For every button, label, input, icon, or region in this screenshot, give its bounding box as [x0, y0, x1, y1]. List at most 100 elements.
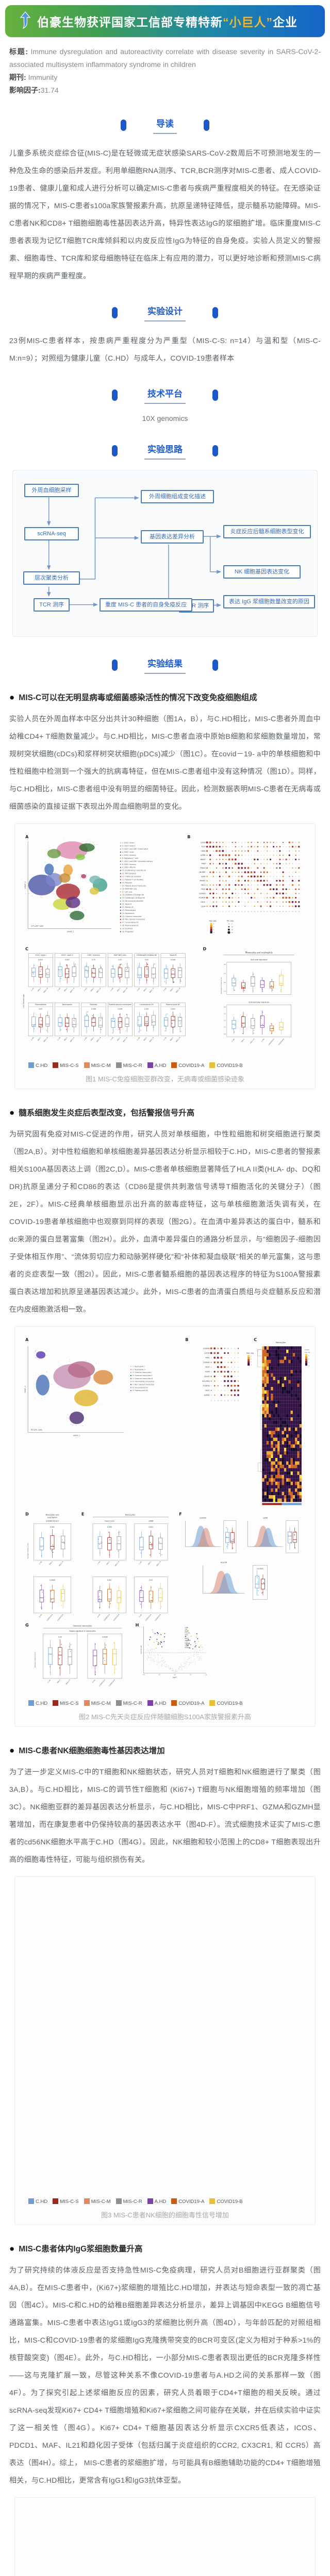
figure-2-image[interactable]: A 47,251 cells UMAP_1 UMAP_2 1: Neutrophils … — [20, 1333, 310, 1697]
section-header-intro: 导读 — [0, 116, 330, 134]
legend-item: MIS-C-R — [116, 2198, 142, 2205]
svg-text:MIS-C: MIS-C — [117, 987, 121, 992]
svg-text:CD56brightCD16low NK: CD56brightCD16low NK — [137, 954, 157, 956]
svg-text:29: Erythroid: 29: Erythroid — [122, 928, 133, 930]
section-title: 导读 — [153, 116, 177, 134]
section-header-design: 实验设计 — [0, 304, 330, 321]
svg-text:IGHD: IGHD — [201, 875, 206, 877]
legend-item: MIS-C-R — [116, 1062, 142, 1069]
svg-text:D: D — [203, 947, 207, 952]
svg-text:25: 25 — [283, 911, 284, 912]
svg-text:MIS-C-R: MIS-C-R — [250, 1038, 255, 1044]
promo-banner[interactable]: 伯豪生物获评国家工信部专精特新“小巨人”企业 — [5, 5, 325, 37]
decoration-pill — [121, 120, 126, 131]
svg-text:FCGR3B: FCGR3B — [185, 1643, 189, 1645]
svg-text:CD1C: CD1C — [201, 901, 206, 903]
svg-text:5: 5 — [224, 1400, 225, 1402]
svg-text:MIS-C-R: MIS-C-R — [96, 987, 102, 993]
svg-text:COVID19-B: COVID19-B — [108, 1679, 116, 1687]
flow-node-composition: 外周细胞组成变化描述 — [141, 490, 214, 503]
decoration-pill — [212, 445, 218, 456]
svg-text:26: Non classical monocytes: 26: Non classical monocytes — [122, 919, 145, 921]
svg-text:CD3D: CD3D — [201, 841, 206, 843]
intro-paragraph: 儿童多系统炎症综合征(MIS-C)是在轻微或无症状感染SARS-CoV-2数周后… — [9, 149, 321, 280]
svg-text:G: G — [25, 1623, 29, 1628]
legend-item: MIS-C-M — [84, 1062, 111, 1069]
svg-text:MIS-C: MIS-C — [170, 987, 174, 992]
result-heading-2: ● 髓系细胞发生炎症后表型改变，包括警报信号升高 — [9, 1107, 195, 1118]
svg-text:-log10(p.adj): -log10(p.adj) — [140, 1646, 142, 1654]
svg-text:50: 50 — [232, 929, 234, 931]
svg-text:25: 25 — [232, 926, 234, 928]
svg-text:Average module score: Average module score — [27, 1543, 29, 1559]
flow-node-scrna: scRNA-seq — [24, 527, 79, 540]
svg-text:27: Conventional DC: 27: Conventional DC — [122, 922, 139, 924]
svg-text:MIS-C: MIS-C — [49, 1561, 54, 1565]
flow-node-nk: NK 细胞基因表达变化 — [223, 565, 301, 579]
svg-text:H: H — [136, 1623, 139, 1628]
legend-item: COVID19-B — [209, 1700, 243, 1706]
legend-item: COVID19-A — [171, 1062, 204, 1069]
svg-text:C.HD: C.HD — [84, 987, 88, 992]
figure-1: A 271,267 cells UMAP_1 UMAP_2 1: CD4+ naive … — [14, 823, 316, 1090]
svg-text:B: B — [187, 835, 190, 839]
svg-text:25: Classical monocytes: 25: Classical monocytes — [122, 916, 142, 918]
svg-text:S100A8: S100A8 — [203, 1348, 209, 1350]
svg-text:21: 21 — [270, 911, 271, 912]
svg-text:Conventional DC: Conventional DC — [139, 1004, 154, 1006]
bullet-icon: ● — [9, 2243, 15, 2253]
svg-text:26: 26 — [286, 911, 287, 912]
svg-text:2: 2 — [251, 1355, 252, 1357]
svg-text:CD14: CD14 — [201, 888, 206, 890]
svg-text:0.03: 0.03 — [58, 1636, 62, 1638]
svg-text:9: 9 — [232, 911, 233, 912]
svg-text:HP: HP — [185, 1636, 187, 1638]
svg-text:UMAP_2: UMAP_2 — [24, 1386, 26, 1393]
svg-text:47,251 cells: 47,251 cells — [31, 1429, 42, 1431]
design-paragraph: 23例MIS-C患者样本，按患病严重程度分为严重型（MIS-C-S: n=14）… — [9, 336, 321, 362]
legend-item: COVID19-B — [209, 1062, 243, 1069]
svg-text:CD163: CD163 — [204, 1376, 210, 1378]
result-paragraph-4: 为了研究持续的体液反应是否支持急性MIS-C免疫病理，研究人员对B细胞进行亚群聚… — [9, 2266, 321, 2485]
svg-text:REG3A: REG3A — [185, 1638, 189, 1639]
svg-text:0.35: 0.35 — [92, 959, 95, 961]
figure-3-caption: 图3 MIS-C患者NK细胞的细胞毒性信号增加 — [101, 2211, 229, 2219]
svg-text:19: CD56bright CD16low NK: 19: CD56bright CD16low NK — [122, 897, 145, 899]
legend-item: MIS-C-S — [53, 1700, 79, 1706]
svg-text:MIS-C-R: MIS-C-R — [123, 987, 128, 993]
svg-text:Average module score: Average module score — [34, 1652, 36, 1668]
svg-text:Cell Percentage: Cell Percentage — [23, 994, 25, 1008]
svg-text:COVID19-A: COVID19-A — [46, 1613, 53, 1621]
svg-text:MIS-C-R: MIS-C-R — [175, 987, 181, 993]
svg-text:5: CD4+ memory: 5: CD4+ memory — [122, 854, 136, 856]
bullet-icon: ● — [9, 1745, 15, 1755]
svg-text:COVID19-A: COVID19-A — [98, 1679, 106, 1687]
legend-item: MIS-C-S — [53, 1062, 79, 1069]
svg-text:1.2: 1.2 — [224, 990, 226, 992]
figure-3-image[interactable] — [20, 1883, 310, 2195]
svg-text:6: 6 — [223, 911, 224, 912]
svg-text:HLA-DR: HLA-DR — [221, 1562, 227, 1564]
flow-node-sampling: 外周血细胞采样 — [24, 484, 79, 497]
svg-text:3: CD4+ and CD8+ mixed naive: 3: CD4+ and CD8+ mixed naive — [122, 848, 148, 850]
svg-text:C.HD: C.HD — [110, 987, 114, 992]
svg-text:Monocytes: Monocytes — [276, 1342, 286, 1344]
svg-text:0.1: 0.1 — [224, 1013, 226, 1015]
decoration-pill — [112, 445, 118, 456]
svg-text:Plasmablasts: Plasmablasts — [35, 1004, 46, 1006]
svg-text:29: 29 — [295, 911, 296, 912]
svg-text:IL1R2: IL1R2 — [185, 1641, 188, 1643]
svg-text:C.HD: C.HD — [57, 1036, 61, 1041]
svg-text:0.3: 0.3 — [224, 1026, 226, 1028]
figure-4-image[interactable] — [20, 2504, 310, 2576]
flow-node-tcr: TCR 测序 — [34, 598, 70, 612]
svg-text:MIS-C-R: MIS-C-R — [70, 1036, 75, 1042]
svg-text:CD8A: CD8A — [201, 850, 206, 852]
figure-1-image[interactable]: A 271,267 cells UMAP_1 UMAP_2 1: CD4+ naive … — [20, 830, 310, 1059]
svg-text:1: 1 — [213, 926, 214, 928]
section-header-platform: 技术平台 — [0, 386, 330, 404]
svg-text:9: 9 — [238, 1400, 239, 1402]
svg-text:MIS-C-R: MIS-C-R — [65, 1679, 71, 1685]
svg-text:A: A — [25, 1337, 29, 1342]
paper-title-line: 标题: Immune dysregulation and autoreactiv… — [9, 47, 321, 69]
